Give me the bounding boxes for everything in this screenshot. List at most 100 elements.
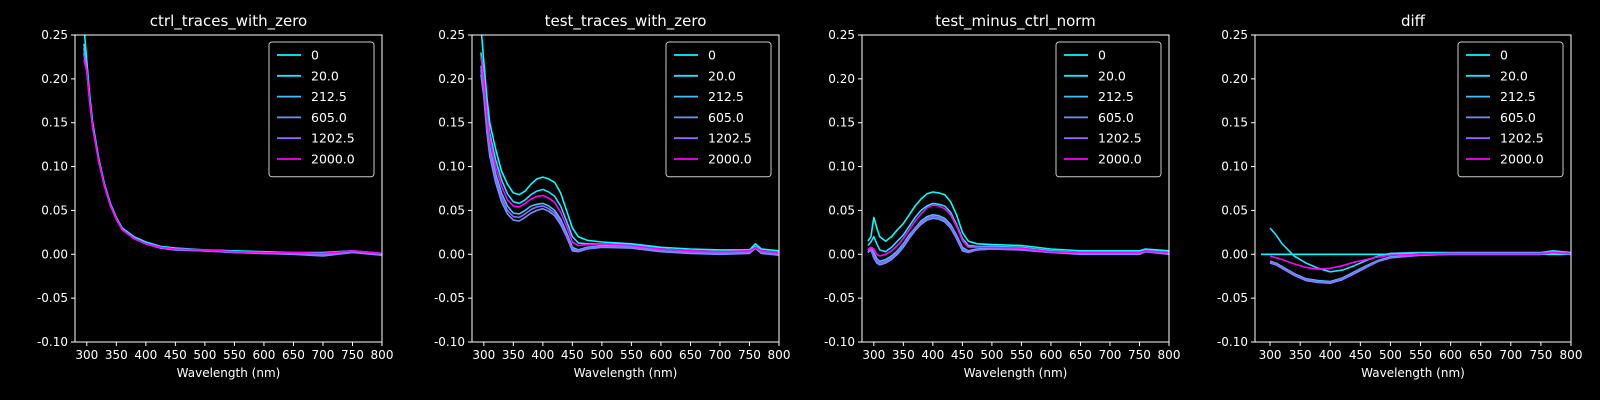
y-tick-label: -0.10	[434, 335, 465, 349]
x-tick-label: 350	[1289, 348, 1312, 362]
y-tick-label: 0.10	[41, 160, 68, 174]
axes-frame	[471, 34, 780, 343]
x-tick-label: 800	[768, 348, 791, 362]
y-tick-label: 0.05	[1221, 203, 1248, 217]
x-tick-label: 450	[1349, 348, 1372, 362]
x-tick-label: 400	[134, 348, 157, 362]
legend-label: 2000.0	[708, 152, 752, 167]
y-tick-label: 0.20	[828, 72, 855, 86]
series-group	[867, 191, 1169, 266]
series-group	[83, 35, 382, 257]
series-line-0	[867, 191, 1169, 252]
legend: 0 20.0 212.5 605.0 1202.5 2000.0	[665, 41, 772, 178]
axes-frame	[1254, 34, 1572, 343]
y-tick-label: 0.15	[1221, 116, 1248, 130]
chart-title: test_traces_with_zero	[545, 12, 707, 31]
legend-label: 1202.5	[311, 131, 355, 146]
x-tick-label: 500	[193, 348, 216, 362]
legend-label: 605.0	[1500, 110, 1536, 125]
x-tick-label: 750	[1128, 348, 1151, 362]
y-tick-label: 0.00	[438, 247, 465, 261]
x-tick-label: 400	[1319, 348, 1342, 362]
x-tick-label: 700	[1499, 348, 1522, 362]
legend-label: 20.0	[708, 68, 736, 83]
y-tick-label: 0.10	[1221, 160, 1248, 174]
legend-label: 2000.0	[311, 152, 355, 167]
x-tick-label: 650	[282, 348, 305, 362]
x-tick-label: 300	[75, 348, 98, 362]
legend-label: 0	[1500, 48, 1508, 63]
legend: 0 20.0 212.5 605.0 1202.5 2000.0	[1457, 41, 1564, 178]
chart-panel-4: diff 300 350 400 450 500 550 600 650 700 750 800 -0.…	[1217, 12, 1583, 380]
x-axis-label: Wavelength (nm)	[964, 366, 1068, 380]
y-tick-label: 0.20	[1221, 72, 1248, 86]
legend-label: 20.0	[311, 68, 339, 83]
legend-label: 1202.5	[1500, 131, 1544, 146]
x-tick-label: 650	[679, 348, 702, 362]
x-tick-label: 600	[1439, 348, 1462, 362]
chart-panel-3: test_minus_ctrl_norm 300 350 400 450 500 550 60…	[824, 12, 1181, 380]
x-tick-label: 700	[1099, 348, 1122, 362]
y-tick-label: 0.00	[41, 247, 68, 261]
y-tick-label: -0.10	[1217, 335, 1248, 349]
x-tick-label: 300	[862, 348, 885, 362]
y-tick-label: 0.05	[828, 203, 855, 217]
legend-label: 0	[311, 48, 319, 63]
y-tick-label: 0.05	[438, 203, 465, 217]
y-tick-label: 0.15	[828, 116, 855, 130]
x-tick-label: 800	[1158, 348, 1181, 362]
y-tick-label: -0.10	[37, 335, 68, 349]
x-tick-label: 550	[223, 348, 246, 362]
series-line-0	[480, 35, 779, 252]
y-tick-label: 0.00	[828, 247, 855, 261]
y-tick-label: 0.10	[438, 160, 465, 174]
x-axis-label: Wavelength (nm)	[177, 366, 281, 380]
legend-label: 1202.5	[708, 131, 752, 146]
series-line-2000-0	[480, 56, 779, 254]
x-tick-label: 500	[980, 348, 1003, 362]
y-tick-label: -0.05	[824, 291, 855, 305]
series-line-1202-5	[867, 215, 1169, 264]
chart-panel-1: ctrl_traces_with_zero 300 350 400 450 500 550 6…	[37, 12, 394, 380]
y-tick-label: -0.10	[824, 335, 855, 349]
series-line-20-0	[1269, 227, 1571, 273]
x-tick-label: 350	[502, 348, 525, 362]
y-tick-label: 0.00	[1221, 247, 1248, 261]
x-tick-label: 750	[738, 348, 761, 362]
y-tick-label: 0.25	[438, 28, 465, 42]
y-tick-label: 0.25	[828, 28, 855, 42]
x-tick-label: 350	[892, 348, 915, 362]
y-tick-label: 0.25	[41, 28, 68, 42]
x-tick-label: 500	[590, 348, 613, 362]
series-group	[480, 35, 779, 256]
y-tick-label: 0.10	[828, 160, 855, 174]
legend-label: 212.5	[708, 89, 744, 104]
x-tick-label: 500	[1379, 348, 1402, 362]
chart-title: test_minus_ctrl_norm	[935, 12, 1096, 31]
legend-label: 1202.5	[1098, 131, 1142, 146]
y-tick-label: 0.20	[438, 72, 465, 86]
legend-label: 605.0	[1098, 110, 1134, 125]
legend: 0 20.0 212.5 605.0 1202.5 2000.0	[268, 41, 375, 178]
legend-label: 2000.0	[1500, 152, 1544, 167]
legend: 0 20.0 212.5 605.0 1202.5 2000.0	[1055, 41, 1162, 178]
x-tick-label: 600	[1039, 348, 1062, 362]
x-tick-label: 600	[649, 348, 672, 362]
legend-label: 605.0	[708, 110, 744, 125]
y-tick-label: -0.05	[434, 291, 465, 305]
chart-title: diff	[1401, 12, 1426, 30]
x-tick-label: 550	[1010, 348, 1033, 362]
x-axis-label: Wavelength (nm)	[574, 366, 678, 380]
series-line-2000-0	[1269, 251, 1571, 270]
x-tick-label: 650	[1469, 348, 1492, 362]
x-tick-label: 400	[921, 348, 944, 362]
x-tick-label: 300	[1259, 348, 1282, 362]
legend-label: 605.0	[311, 110, 347, 125]
x-tick-label: 550	[1409, 348, 1432, 362]
axes-frame	[861, 34, 1170, 343]
x-tick-label: 750	[341, 348, 364, 362]
legend-label: 212.5	[311, 89, 347, 104]
x-tick-label: 750	[1529, 348, 1552, 362]
